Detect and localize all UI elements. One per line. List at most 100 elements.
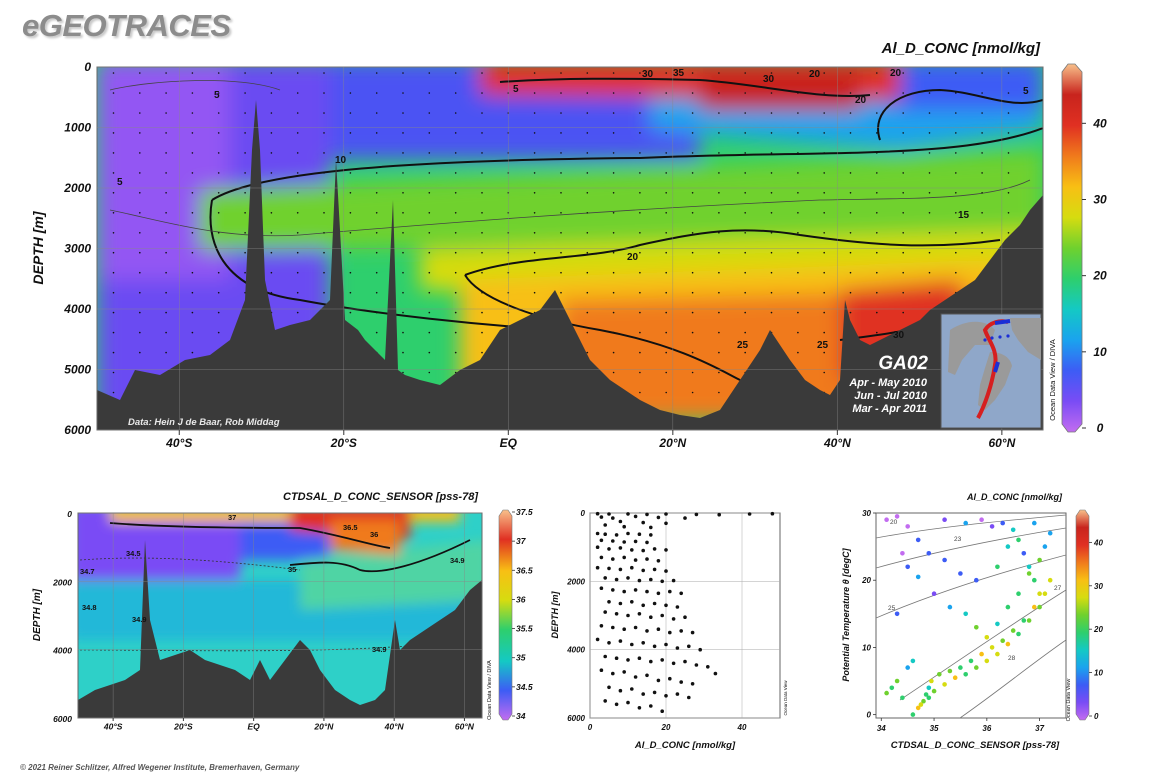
station-dot bbox=[639, 331, 641, 334]
station-dot bbox=[718, 152, 720, 154]
station-dot bbox=[849, 112, 852, 114]
profile-ylabel: DEPTH [m] bbox=[550, 590, 560, 638]
contour-label: 5 bbox=[1023, 86, 1029, 97]
ts-point bbox=[1026, 564, 1032, 570]
isopycnal-label: 23 bbox=[954, 536, 962, 543]
ts-point bbox=[1021, 551, 1027, 556]
station-dot bbox=[296, 112, 299, 114]
ts-point bbox=[931, 591, 937, 596]
profile-point bbox=[645, 589, 649, 594]
station-dot bbox=[165, 351, 167, 354]
station-dot bbox=[665, 172, 667, 174]
station-dot bbox=[639, 371, 641, 374]
y-tick-label: 4000 bbox=[52, 646, 72, 656]
ts-point bbox=[1000, 520, 1005, 526]
station-dot bbox=[560, 291, 562, 294]
ts-point bbox=[947, 604, 953, 610]
station-dot bbox=[402, 72, 404, 74]
station-dot bbox=[770, 152, 773, 154]
contour-label: 20 bbox=[809, 69, 821, 80]
station-dot bbox=[612, 271, 615, 274]
station-dot bbox=[639, 271, 641, 274]
station-dot bbox=[191, 112, 194, 114]
station-dot bbox=[244, 152, 246, 154]
profile-point bbox=[599, 586, 604, 590]
station-dot bbox=[586, 72, 589, 74]
station-dot bbox=[349, 152, 352, 154]
profile-point bbox=[656, 515, 661, 520]
station-dot bbox=[770, 172, 773, 174]
station-dot bbox=[323, 212, 325, 214]
station-dot bbox=[533, 132, 536, 134]
station-dot bbox=[560, 251, 562, 254]
station-dot bbox=[428, 92, 431, 94]
station-dot bbox=[981, 152, 983, 154]
station-dot bbox=[454, 371, 457, 374]
sal-y-ticks: 0 2000 4000 6000 bbox=[52, 509, 72, 724]
profile-point bbox=[599, 555, 604, 560]
station-dot bbox=[191, 212, 194, 214]
profile-point bbox=[652, 644, 657, 649]
ts-point bbox=[1042, 591, 1048, 596]
station-dot bbox=[823, 371, 825, 374]
station-dot bbox=[955, 72, 957, 74]
profile-point bbox=[611, 557, 615, 561]
station-dot bbox=[586, 152, 589, 154]
station-dot bbox=[876, 152, 878, 154]
station-dot bbox=[612, 251, 615, 254]
station-dot bbox=[244, 251, 246, 254]
station-dot bbox=[244, 271, 246, 274]
station-dot bbox=[270, 152, 273, 154]
ts-point bbox=[884, 690, 889, 696]
station-dot bbox=[217, 112, 220, 114]
station-dot bbox=[402, 132, 404, 134]
station-dot bbox=[586, 311, 589, 314]
ts-point bbox=[984, 658, 990, 664]
station-dot bbox=[849, 192, 852, 194]
profile-point bbox=[622, 555, 626, 560]
station-dot bbox=[270, 172, 273, 174]
station-dot bbox=[402, 251, 404, 254]
profile-point bbox=[630, 565, 634, 570]
ts-point bbox=[1032, 520, 1037, 526]
station-dot bbox=[428, 271, 431, 274]
station-dot bbox=[481, 291, 483, 294]
station-dot bbox=[560, 132, 562, 134]
station-dot bbox=[665, 351, 667, 354]
contour-label: 34.9 bbox=[132, 615, 147, 624]
station-dot bbox=[375, 172, 378, 174]
station-dot bbox=[191, 192, 194, 194]
profile-point bbox=[656, 591, 661, 596]
station-dot bbox=[665, 371, 667, 374]
station-dot bbox=[586, 251, 589, 254]
profile-point bbox=[626, 576, 630, 580]
station-dot bbox=[402, 232, 404, 234]
sal-colorbar-label: Ocean Data View / DIVA bbox=[487, 660, 493, 720]
station-dot bbox=[112, 212, 115, 214]
y-tick-label: 10 bbox=[862, 643, 871, 652]
station-dot bbox=[744, 351, 746, 354]
station-dot bbox=[902, 92, 904, 94]
station-dot bbox=[744, 72, 746, 74]
station-dot bbox=[296, 311, 299, 314]
station-dot bbox=[718, 251, 720, 254]
profile-point bbox=[671, 661, 676, 666]
profile-point bbox=[603, 699, 607, 703]
profile-point bbox=[664, 521, 668, 526]
station-dot bbox=[217, 72, 220, 74]
station-dot bbox=[586, 271, 589, 274]
station-dot bbox=[902, 212, 904, 214]
station-dot bbox=[139, 92, 141, 94]
ts-point bbox=[942, 557, 947, 563]
ts-point bbox=[995, 564, 1000, 570]
station-dot bbox=[612, 212, 615, 214]
station-dot bbox=[849, 152, 852, 154]
station-dot bbox=[876, 92, 878, 94]
contour-30-surface bbox=[499, 77, 871, 97]
station-dot bbox=[296, 132, 299, 134]
ts-point bbox=[915, 705, 921, 711]
profile-point bbox=[599, 515, 604, 519]
station-dot bbox=[112, 271, 115, 274]
profile-point bbox=[614, 656, 619, 660]
station-dot bbox=[691, 391, 694, 394]
